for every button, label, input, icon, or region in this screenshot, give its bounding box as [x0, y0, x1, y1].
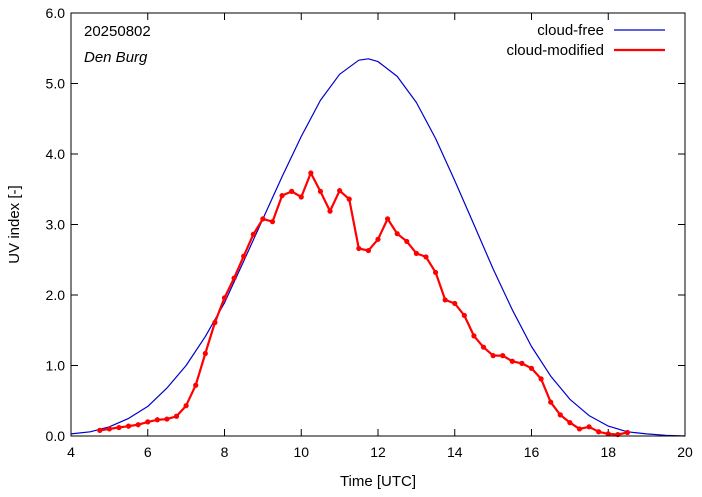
data-point-cloud-modified — [212, 319, 218, 326]
data-point-cloud-modified — [193, 382, 199, 388]
data-point-cloud-modified — [413, 250, 419, 257]
data-point-cloud-modified — [183, 403, 189, 409]
data-point-cloud-modified — [116, 424, 122, 431]
y-tick-label: 0.0 — [46, 428, 66, 444]
data-point-cloud-modified — [442, 297, 448, 303]
x-tick-label: 12 — [370, 444, 386, 460]
data-point-cloud-modified — [624, 429, 631, 436]
data-point-cloud-modified — [135, 422, 141, 428]
legend-label-cloud-free: cloud-free — [537, 22, 604, 39]
date-annotation: 20250802 — [84, 23, 151, 40]
x-axis-label: Time [UTC] — [340, 473, 416, 490]
location-annotation: Den Burg — [84, 49, 148, 66]
data-point-cloud-modified — [586, 424, 592, 430]
data-point-cloud-modified — [394, 231, 400, 237]
data-point-cloud-modified — [241, 253, 247, 259]
y-axis-label: UV index [-] — [6, 185, 23, 263]
labels: UV index [-] Time [UTC] 20250802 Den Bur… — [6, 23, 416, 490]
data-point-cloud-modified — [404, 238, 410, 245]
series-line-cloud-free — [70, 58, 686, 437]
data-point-cloud-modified — [308, 170, 314, 176]
data-point-cloud-modified — [567, 420, 573, 426]
data-point-cloud-modified — [279, 192, 285, 199]
x-tick-label: 16 — [524, 444, 540, 460]
y-tick-label: 5.0 — [46, 76, 66, 92]
data-point-cloud-modified — [528, 365, 535, 371]
data-point-cloud-modified — [337, 188, 343, 194]
y-tick-label: 3.0 — [46, 217, 66, 233]
data-point-cloud-modified — [605, 431, 611, 437]
data-point-cloud-modified — [145, 419, 151, 425]
data-point-cloud-modified — [202, 350, 208, 357]
data-point-cloud-modified — [500, 353, 506, 359]
plot-frame — [70, 12, 686, 437]
data-point-cloud-modified — [576, 426, 583, 432]
data-point-cloud-modified — [317, 188, 324, 194]
data-point-cloud-modified — [509, 358, 515, 364]
data-point-cloud-modified — [365, 247, 372, 254]
data-point-cloud-modified — [173, 413, 180, 419]
data-point-cloud-modified — [346, 196, 352, 202]
y-tick-label: 2.0 — [46, 287, 66, 303]
data-point-cloud-modified — [490, 353, 496, 359]
data-point-cloud-modified — [480, 344, 487, 350]
x-tick-label: 18 — [600, 444, 616, 460]
data-point-cloud-modified — [327, 208, 333, 214]
x-tick-label: 20 — [677, 444, 693, 460]
data-point-cloud-modified — [471, 333, 477, 339]
data-point-cloud-modified — [375, 236, 381, 242]
data-point-cloud-modified — [452, 300, 458, 307]
data-point-cloud-modified — [231, 275, 237, 281]
data-point-cloud-modified — [356, 245, 362, 252]
data-point-cloud-modified — [269, 219, 276, 225]
data-point-cloud-modified — [432, 269, 439, 276]
data-point-cloud-modified — [548, 399, 554, 405]
x-tick-label: 6 — [144, 444, 152, 460]
data-point-cloud-modified — [298, 194, 304, 200]
data-point-cloud-modified — [154, 417, 160, 423]
x-tick-label: 14 — [447, 444, 463, 460]
data-point-cloud-modified — [106, 426, 112, 432]
data-point-cloud-modified — [384, 216, 391, 222]
axes: 4 6 8 10 12 14 16 18 20 0.0 1.0 2.0 3.0 4.0 5.0 6.0 — [46, 5, 693, 460]
data-point-cloud-modified — [423, 254, 429, 260]
data-point-cloud-modified — [250, 231, 256, 237]
data-point-cloud-modified — [221, 295, 228, 301]
series-line-cloud-modified — [99, 171, 628, 436]
data-point-cloud-modified — [125, 423, 132, 429]
data-point-cloud-modified — [97, 427, 103, 433]
x-tick-label: 10 — [293, 444, 309, 460]
data-point-cloud-modified — [461, 312, 467, 319]
data-point-cloud-modified — [164, 416, 170, 422]
data-point-cloud-modified — [289, 188, 295, 194]
x-tick-label: 4 — [67, 444, 75, 460]
data-point-cloud-modified — [260, 216, 266, 222]
y-tick-label: 1.0 — [46, 358, 66, 374]
data-point-cloud-modified — [596, 429, 602, 435]
series-layer — [70, 58, 686, 438]
legend-label-cloud-modified: cloud-modified — [506, 42, 604, 59]
y-tick-label: 4.0 — [46, 146, 66, 162]
y-tick-label: 6.0 — [46, 5, 66, 21]
data-point-cloud-modified — [557, 412, 563, 418]
x-tick-label: 8 — [221, 444, 229, 460]
data-point-cloud-modified — [538, 376, 544, 382]
data-point-cloud-modified — [519, 360, 525, 366]
legend: cloud-free cloud-modified — [506, 22, 665, 59]
